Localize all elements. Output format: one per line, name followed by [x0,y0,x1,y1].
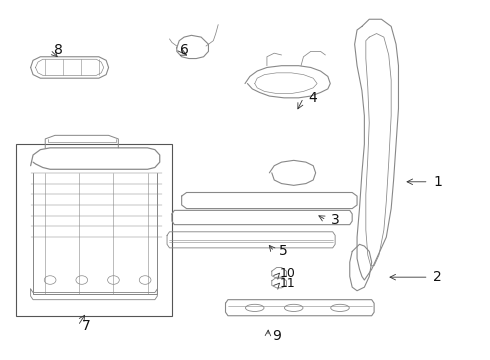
Text: 2: 2 [433,270,442,284]
Text: 4: 4 [308,91,317,105]
Text: 9: 9 [272,329,281,343]
Text: 11: 11 [280,277,296,290]
Text: 8: 8 [54,42,63,57]
Text: 1: 1 [433,175,442,189]
Text: 5: 5 [279,244,287,258]
Text: 3: 3 [331,213,340,227]
Bar [16,144,172,316]
Text: 6: 6 [180,42,189,57]
Text: 7: 7 [82,319,91,333]
Text: 10: 10 [280,267,296,280]
